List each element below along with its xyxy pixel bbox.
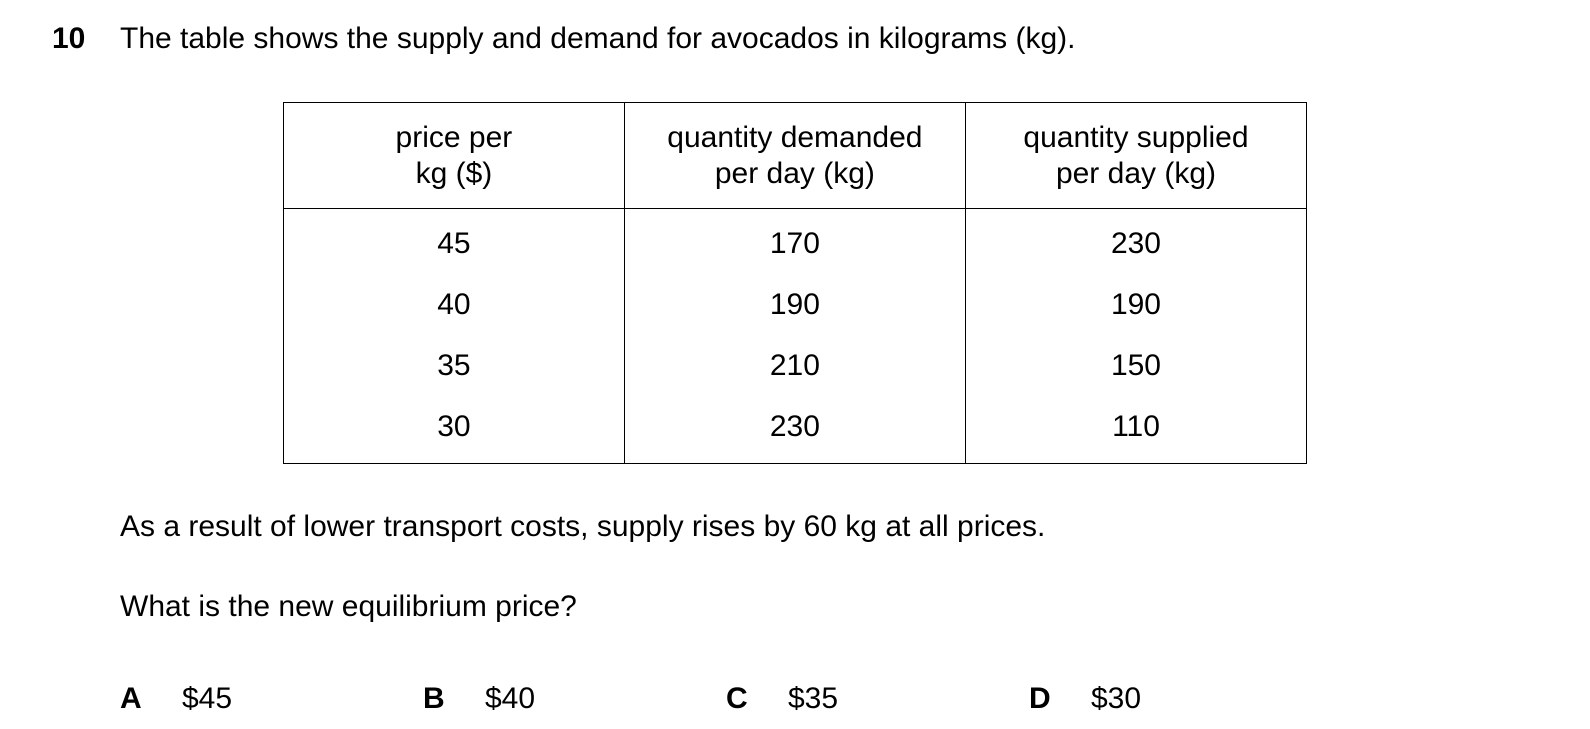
option-c[interactable]: C $35 xyxy=(726,680,838,718)
table-row: 30 230 110 xyxy=(283,396,1308,464)
cell-supplied: 230 xyxy=(964,208,1308,274)
table-row: 35 210 150 xyxy=(283,335,1308,396)
option-d-letter: D xyxy=(1029,682,1051,715)
cell-supplied: 150 xyxy=(964,335,1308,396)
table-row: 45 170 230 xyxy=(283,208,1308,274)
cell-demanded: 230 xyxy=(623,396,966,464)
cell-price: 40 xyxy=(283,274,625,335)
cell-supplied: 110 xyxy=(964,396,1308,464)
option-a-text: $45 xyxy=(182,682,233,715)
header-price-line-2: kg ($) xyxy=(415,156,493,190)
question-number: 10 xyxy=(52,22,86,55)
cell-price: 35 xyxy=(283,335,625,396)
option-c-text: $35 xyxy=(788,682,839,715)
cell-price: 30 xyxy=(283,396,625,464)
header-supplied-line-2: per day (kg) xyxy=(1055,156,1217,190)
header-price: price per kg ($) xyxy=(283,102,625,209)
header-demanded-line-2: per day (kg) xyxy=(714,156,875,190)
header-quantity-demanded: quantity demanded per day (kg) xyxy=(623,102,966,209)
option-b[interactable]: B $40 xyxy=(423,680,535,718)
option-d[interactable]: D $30 xyxy=(1029,680,1141,718)
table-row: 40 190 190 xyxy=(283,274,1308,335)
header-price-line-1: price per xyxy=(395,120,513,154)
cell-price: 45 xyxy=(283,208,625,274)
header-supplied-line-1: quantity supplied xyxy=(1023,120,1249,154)
option-a[interactable]: A $45 xyxy=(120,680,232,718)
table-header-row: price per kg ($) quantity demanded per d… xyxy=(283,102,1308,209)
context-statement: As a result of lower transport costs, su… xyxy=(120,510,1046,543)
header-demanded-line-1: quantity demanded xyxy=(667,120,923,154)
option-b-text: $40 xyxy=(485,682,536,715)
option-d-text: $30 xyxy=(1091,682,1142,715)
option-a-letter: A xyxy=(120,682,142,715)
cell-demanded: 170 xyxy=(623,208,966,274)
option-c-letter: C xyxy=(726,682,748,715)
question-prompt: What is the new equilibrium price? xyxy=(120,590,577,623)
question-stem: The table shows the supply and demand fo… xyxy=(120,22,1076,55)
cell-demanded: 210 xyxy=(623,335,966,396)
header-quantity-supplied: quantity supplied per day (kg) xyxy=(964,102,1308,209)
option-b-letter: B xyxy=(423,682,445,715)
cell-demanded: 190 xyxy=(623,274,966,335)
cell-supplied: 190 xyxy=(964,274,1308,335)
supply-demand-table: price per kg ($) quantity demanded per d… xyxy=(283,102,1308,464)
